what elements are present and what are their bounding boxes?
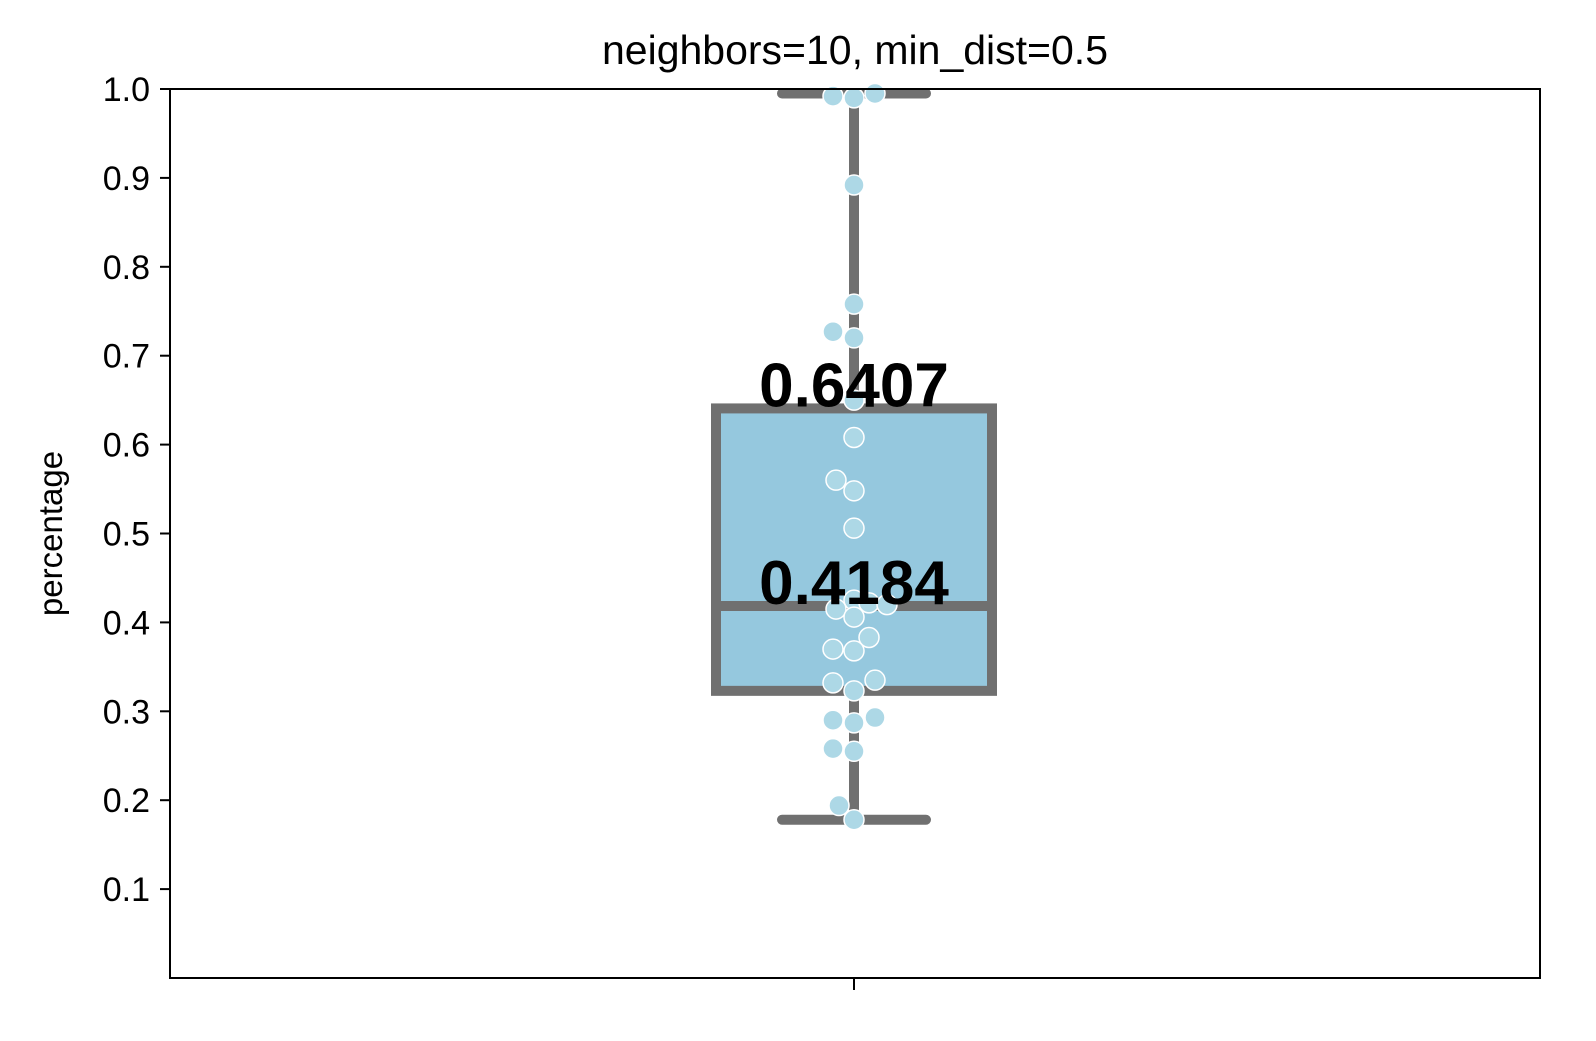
data-point — [822, 709, 844, 731]
y-axis-ticks: 0.1 0.2 0.3 0.4 0.5 0.6 0.7 0.8 0.9 1.0 — [103, 71, 170, 909]
data-point — [864, 82, 886, 105]
data-point — [843, 480, 865, 502]
data-point — [822, 638, 844, 660]
data-point — [843, 606, 865, 628]
data-point — [843, 174, 865, 196]
axes-frame — [169, 88, 1541, 979]
data-point — [825, 598, 847, 620]
y-axis-label: percentage — [32, 451, 69, 616]
data-point — [843, 640, 865, 662]
annotations: 0.6407 0.4184 — [759, 351, 949, 618]
data-point — [843, 740, 865, 763]
data-point — [828, 794, 850, 817]
y-tick-label: 0.8 — [103, 249, 150, 287]
data-point — [843, 87, 865, 109]
data-point — [843, 293, 865, 315]
y-tick-label: 0.1 — [103, 871, 150, 909]
data-point — [843, 389, 865, 411]
data-point — [843, 680, 865, 702]
data-point — [864, 669, 886, 691]
y-tick-label: 0.6 — [103, 427, 150, 465]
data-point — [876, 593, 898, 616]
data-point — [822, 85, 844, 107]
data-points — [822, 82, 898, 831]
q3-annotation: 0.6407 — [759, 351, 949, 420]
y-tick-label: 0.4 — [103, 604, 150, 642]
data-point — [843, 712, 865, 734]
median-annotation: 0.4184 — [759, 549, 949, 618]
data-point — [825, 469, 847, 491]
data-point — [843, 327, 865, 349]
y-tick-label: 0.9 — [103, 160, 150, 198]
y-tick-label: 1.0 — [103, 71, 150, 109]
data-point — [864, 706, 886, 729]
data-point — [843, 517, 865, 539]
y-tick-label: 0.5 — [103, 516, 150, 554]
y-tick-label: 0.2 — [103, 782, 150, 820]
data-point — [843, 809, 865, 831]
y-tick-label: 0.7 — [103, 338, 150, 376]
data-point — [843, 426, 865, 449]
data-point — [822, 672, 844, 694]
data-point — [822, 320, 844, 343]
data-point — [822, 737, 844, 760]
y-tick-label: 0.3 — [103, 693, 150, 731]
chart-title: neighbors=10, min_dist=0.5 — [602, 27, 1108, 73]
data-point — [858, 626, 880, 649]
